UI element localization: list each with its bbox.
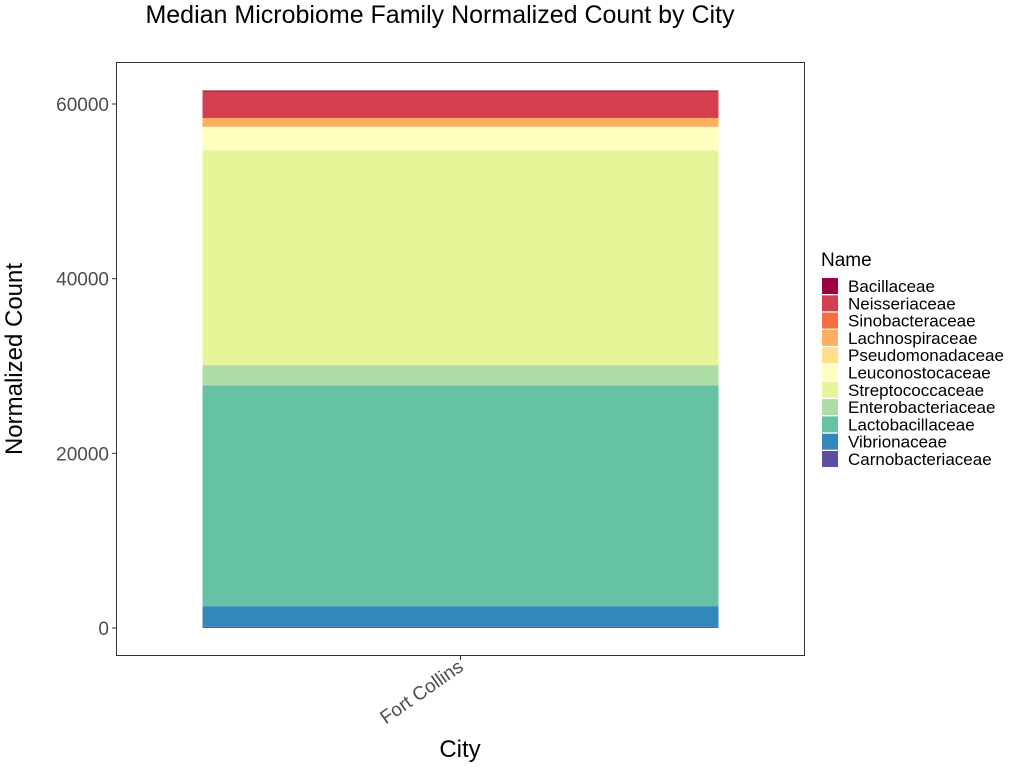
x-tick-label: Fort Collins (377, 656, 468, 728)
legend-key-vibrionaceae (822, 433, 838, 450)
legend-key-streptococcaceae (822, 381, 838, 398)
legend-label-sinobacteraceae: Sinobacteraceae (848, 312, 976, 331)
x-axis: Fort Collins (377, 655, 468, 729)
y-tick-label: 20000 (56, 444, 109, 465)
legend-key-neisseriaceae (822, 295, 838, 312)
bar-segment-neisseriaceae (202, 91, 719, 118)
legend-label-enterobacteriaceae: Enterobacteriaceae (848, 398, 995, 417)
legend-key-lactobacillaceae (822, 416, 838, 433)
bars-layer (202, 90, 719, 628)
legend-label-carnobacteriaceae: Carnobacteriaceae (848, 450, 992, 469)
y-axis: 0 20000 40000 60000 (56, 95, 117, 640)
legend-key-enterobacteriaceae (822, 399, 838, 416)
y-axis-title: Normalized Count (1, 263, 28, 455)
bar-segment-lachnospiraceae (202, 117, 719, 127)
bar-segment-carnobacteriaceae (202, 626, 719, 628)
legend-key-bacillaceae (822, 278, 838, 294)
legend-label-leuconostocaceae: Leuconostocaceae (848, 364, 991, 383)
y-tick-label: 60000 (56, 95, 109, 116)
bar-segment-vibrionaceae (202, 606, 719, 627)
legend-label-lachnospiraceae: Lachnospiraceae (848, 329, 977, 348)
bar-segment-streptococcaceae (202, 150, 719, 366)
y-tick-label: 40000 (56, 270, 109, 291)
legend-label-lactobacillaceae: Lactobacillaceae (848, 415, 975, 434)
legend-label-streptococcaceae: Streptococcaceae (848, 381, 984, 400)
y-tick-label: 0 (98, 619, 109, 640)
chart-title: Median Microbiome Family Normalized Coun… (145, 1, 735, 29)
bar-segment-bacillaceae (202, 90, 719, 92)
legend-key-lachnospiraceae (822, 329, 838, 346)
legend-key-carnobacteriaceae (822, 451, 838, 467)
legend-key-leuconostocaceae (822, 364, 838, 381)
legend-label-vibrionaceae: Vibrionaceae (848, 433, 947, 452)
legend-label-bacillaceae: Bacillaceae (848, 277, 935, 296)
legend: Name BacillaceaeNeisseriaceaeSinobactera… (821, 250, 1004, 469)
legend-label-neisseriaceae: Neisseriaceae (848, 294, 956, 313)
bar-segment-lactobacillaceae (202, 385, 719, 607)
legend-key-pseudomonadaceae (822, 347, 838, 364)
bar-segment-leuconostocaceae (202, 126, 719, 151)
legend-label-pseudomonadaceae: Pseudomonadaceae (848, 346, 1004, 365)
x-axis-title: City (439, 736, 480, 763)
legend-key-sinobacteraceae (822, 312, 838, 329)
legend-title: Name (821, 250, 872, 271)
bar-segment-enterobacteriaceae (202, 365, 719, 386)
